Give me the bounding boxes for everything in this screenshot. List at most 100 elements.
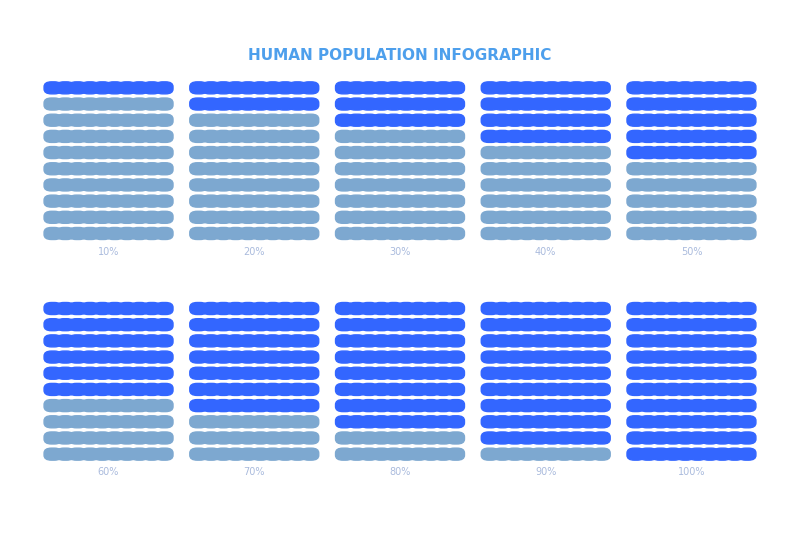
FancyBboxPatch shape (348, 195, 366, 207)
FancyBboxPatch shape (434, 179, 452, 191)
FancyBboxPatch shape (289, 303, 306, 314)
FancyBboxPatch shape (239, 351, 257, 363)
Bar (382, 154, 383, 156)
FancyBboxPatch shape (118, 303, 136, 314)
Bar (442, 219, 443, 220)
Circle shape (138, 165, 142, 168)
FancyBboxPatch shape (69, 228, 86, 239)
Bar (709, 186, 710, 188)
Bar (102, 439, 104, 441)
FancyBboxPatch shape (518, 351, 536, 363)
Bar (246, 170, 248, 172)
Bar (444, 326, 445, 328)
Bar (503, 122, 504, 123)
Bar (735, 374, 736, 376)
Circle shape (538, 321, 542, 324)
Circle shape (234, 214, 238, 216)
Bar (127, 89, 129, 91)
Circle shape (101, 434, 104, 437)
Bar (224, 235, 225, 237)
Circle shape (308, 434, 312, 437)
Circle shape (587, 418, 591, 421)
Bar (419, 170, 420, 172)
Circle shape (454, 418, 458, 421)
Bar (600, 138, 601, 140)
Bar (444, 219, 445, 220)
Bar (442, 423, 443, 425)
Circle shape (488, 230, 492, 232)
Circle shape (222, 230, 226, 232)
Bar (661, 342, 662, 344)
FancyBboxPatch shape (227, 351, 245, 363)
FancyBboxPatch shape (677, 400, 694, 411)
FancyBboxPatch shape (593, 179, 610, 191)
FancyBboxPatch shape (202, 131, 220, 142)
Bar (394, 374, 395, 376)
Bar (721, 310, 722, 312)
Bar (405, 358, 406, 360)
FancyBboxPatch shape (701, 147, 719, 159)
Circle shape (683, 165, 687, 168)
Circle shape (355, 321, 358, 324)
Circle shape (342, 149, 346, 151)
FancyBboxPatch shape (373, 211, 390, 223)
FancyBboxPatch shape (94, 179, 111, 191)
Bar (309, 310, 310, 312)
Circle shape (658, 402, 662, 405)
Circle shape (671, 370, 675, 372)
Bar (538, 219, 539, 220)
Bar (101, 89, 102, 91)
FancyBboxPatch shape (130, 319, 148, 330)
Bar (501, 138, 502, 140)
FancyBboxPatch shape (214, 114, 232, 126)
Circle shape (501, 84, 504, 87)
FancyBboxPatch shape (677, 383, 694, 395)
FancyBboxPatch shape (155, 448, 173, 460)
Circle shape (721, 117, 724, 119)
Circle shape (671, 101, 675, 103)
FancyBboxPatch shape (44, 303, 62, 314)
Circle shape (733, 305, 737, 308)
FancyBboxPatch shape (627, 400, 645, 411)
FancyBboxPatch shape (422, 319, 440, 330)
Circle shape (599, 418, 603, 421)
Circle shape (88, 418, 92, 421)
Bar (575, 423, 576, 425)
Bar (271, 89, 272, 91)
FancyBboxPatch shape (155, 351, 173, 363)
Circle shape (88, 434, 92, 437)
Circle shape (197, 305, 201, 308)
Bar (89, 407, 90, 409)
Bar (101, 326, 102, 328)
Circle shape (296, 321, 299, 324)
Bar (355, 186, 356, 188)
Bar (382, 138, 383, 140)
FancyBboxPatch shape (701, 367, 719, 379)
FancyBboxPatch shape (398, 335, 415, 347)
Circle shape (308, 117, 312, 119)
Bar (563, 391, 564, 392)
Bar (538, 138, 539, 140)
FancyBboxPatch shape (518, 163, 536, 175)
Bar (234, 455, 235, 457)
Bar (310, 310, 311, 312)
FancyBboxPatch shape (335, 211, 353, 223)
FancyBboxPatch shape (264, 228, 282, 239)
Circle shape (283, 84, 287, 87)
Bar (261, 219, 262, 220)
Circle shape (101, 214, 104, 216)
Circle shape (746, 450, 749, 453)
Bar (261, 342, 262, 344)
Bar (394, 358, 395, 360)
Circle shape (404, 434, 408, 437)
FancyBboxPatch shape (214, 383, 232, 395)
Bar (382, 122, 383, 123)
Circle shape (283, 101, 287, 103)
Circle shape (222, 214, 226, 216)
FancyBboxPatch shape (239, 367, 257, 379)
FancyBboxPatch shape (689, 147, 706, 159)
Bar (563, 122, 564, 123)
FancyBboxPatch shape (701, 432, 719, 444)
FancyBboxPatch shape (410, 82, 427, 94)
Bar (355, 326, 356, 328)
